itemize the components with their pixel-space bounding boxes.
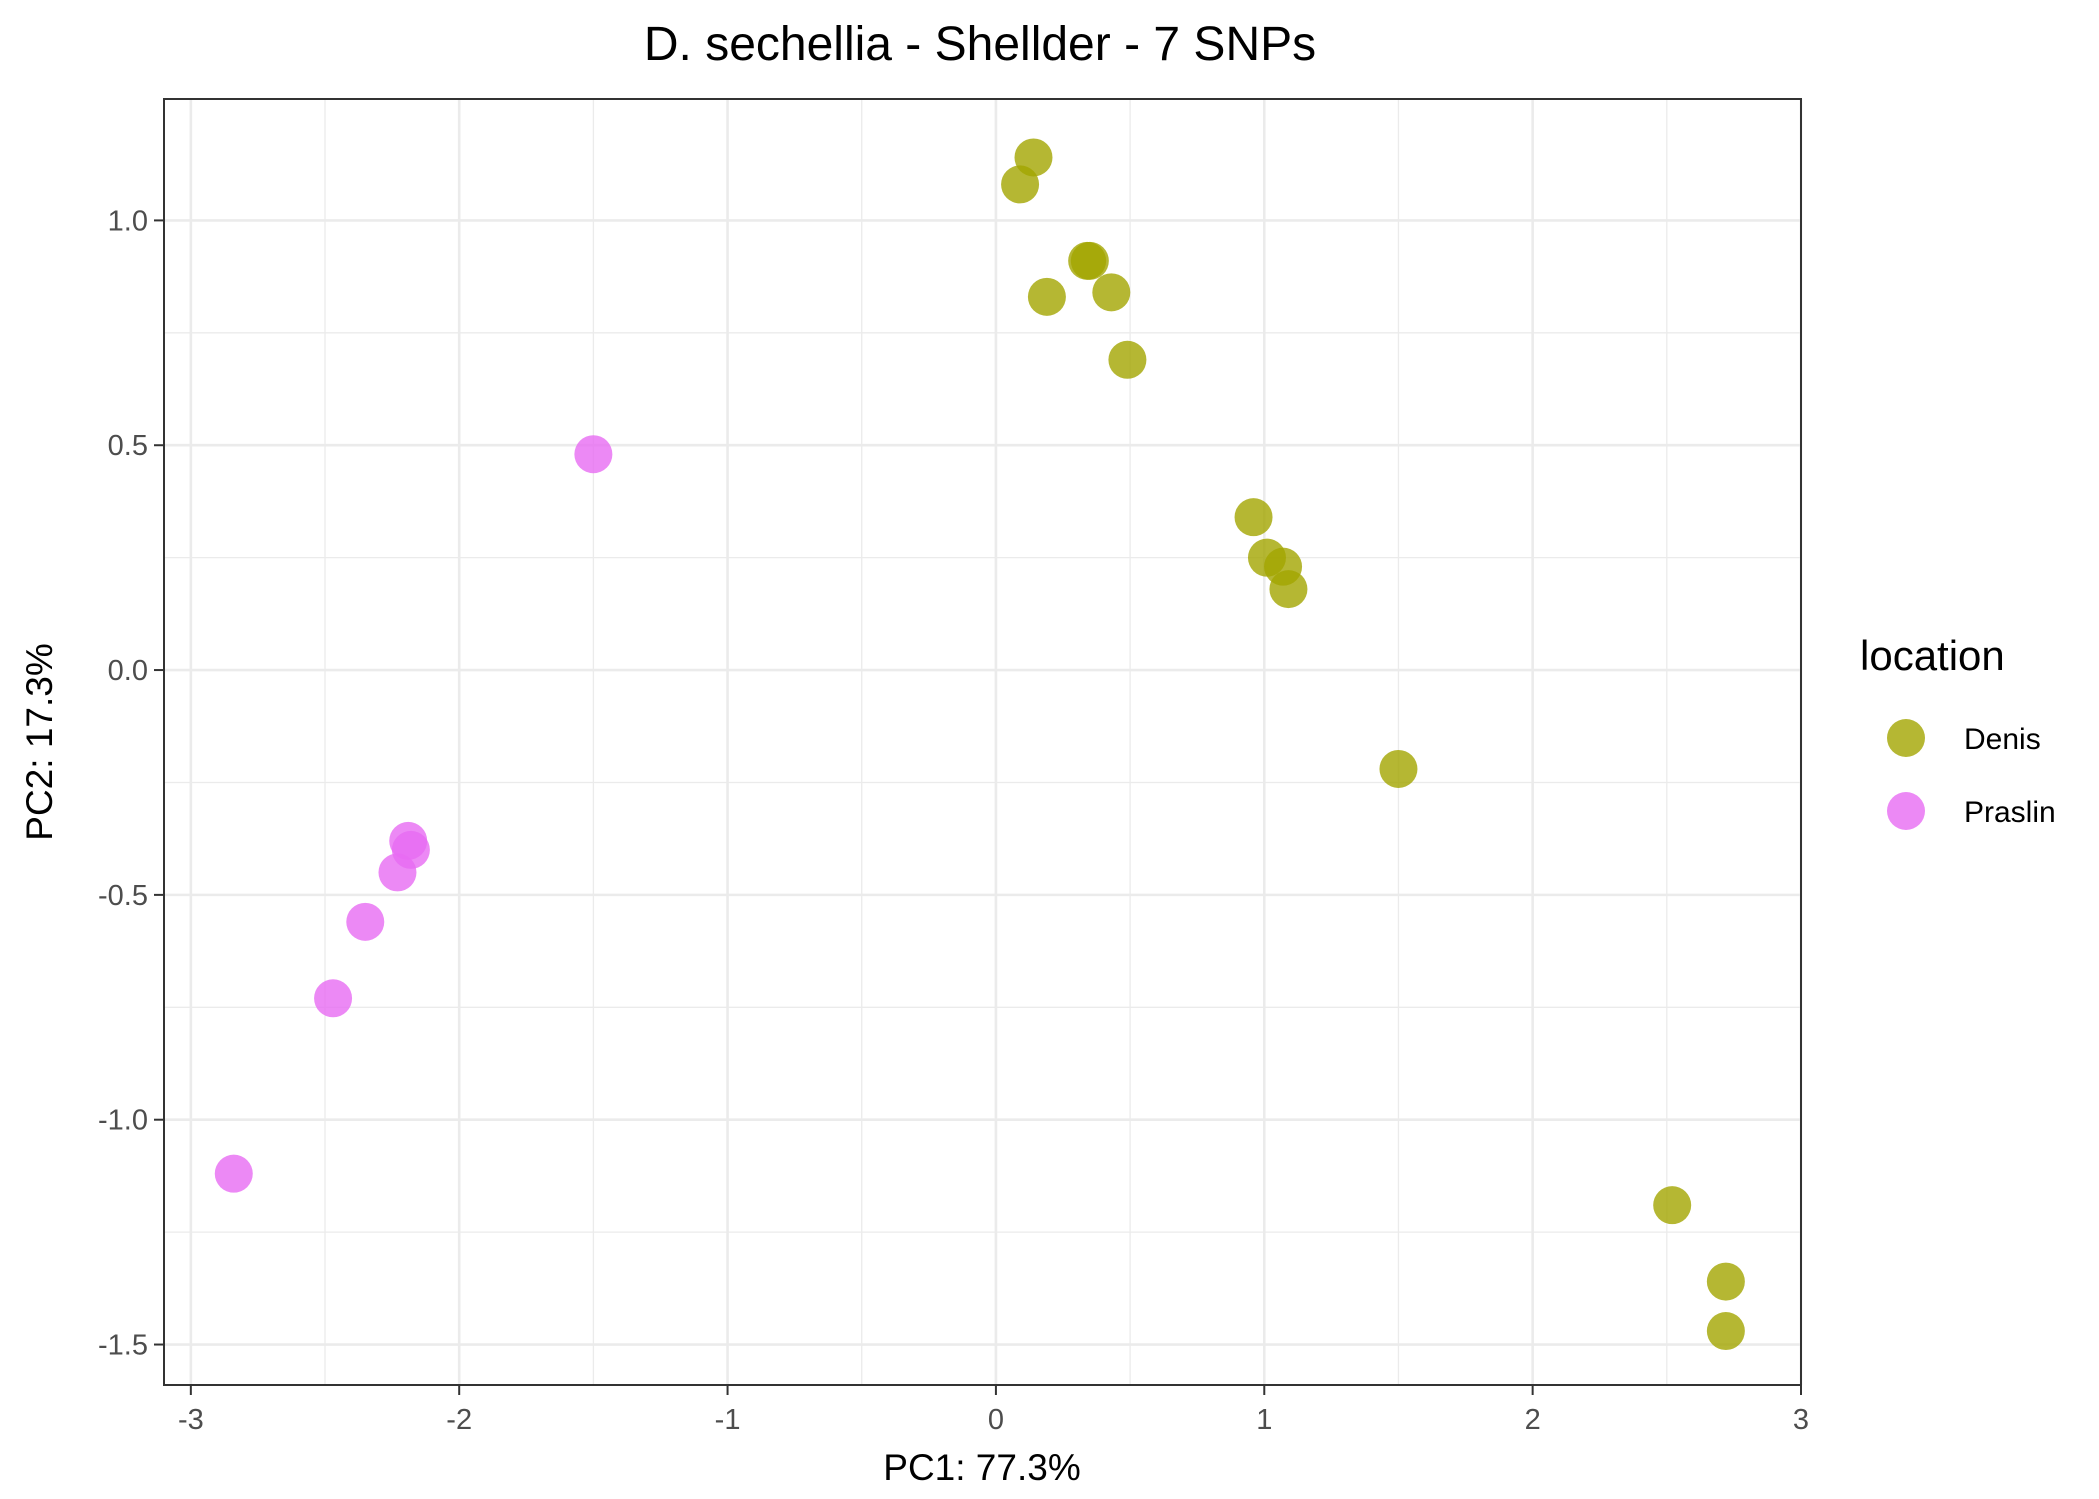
legend: location Denis Praslin	[1860, 632, 2056, 830]
x-tick-label: -2	[446, 1404, 472, 1436]
y-tick-label: -1.5	[98, 1330, 148, 1362]
x-axis: -3 -2 -1 0 1 2 3	[178, 1385, 1809, 1436]
legend-key-praslin	[1887, 792, 1925, 830]
x-tick-label: 0	[988, 1404, 1004, 1436]
point-denis	[1706, 1262, 1745, 1301]
x-tick-label: 3	[1793, 1404, 1809, 1436]
y-tick-label: 0.0	[108, 655, 148, 687]
x-axis-title: PC1: 77.3%	[883, 1447, 1080, 1488]
data-points	[214, 138, 1745, 1351]
x-tick-label: 1	[1256, 1404, 1272, 1436]
legend-key-denis	[1887, 719, 1925, 757]
panel-background	[164, 99, 1801, 1385]
point-praslin	[346, 902, 385, 941]
y-tick-label: -0.5	[98, 880, 148, 912]
point-denis	[1706, 1312, 1745, 1351]
y-axis: 1.0 0.5 0.0 -0.5 -1.0 -1.5	[98, 205, 164, 1362]
x-tick-label: -1	[715, 1404, 741, 1436]
panel-border	[163, 98, 1802, 1386]
y-axis-title: PC2: 17.3%	[19, 643, 60, 840]
point-denis	[1092, 273, 1131, 312]
point-denis	[1379, 749, 1418, 788]
x-tick-label: 2	[1525, 1404, 1541, 1436]
chart-title: D. sechellia - Shellder - 7 SNPs	[644, 18, 1316, 71]
point-denis	[1653, 1186, 1692, 1225]
point-praslin	[574, 435, 613, 474]
point-denis	[1234, 498, 1273, 537]
minor-gridlines	[164, 99, 1801, 1385]
x-tick-label: -3	[178, 1404, 204, 1436]
y-tick-label: -1.0	[98, 1105, 148, 1137]
y-tick-label: 0.5	[108, 430, 148, 462]
point-denis	[1269, 570, 1308, 609]
legend-title: location	[1860, 632, 2005, 679]
point-praslin	[378, 853, 417, 892]
point-denis	[1108, 340, 1147, 379]
legend-label-denis: Denis	[1964, 723, 2041, 756]
point-denis	[1014, 138, 1053, 177]
point-denis	[1027, 277, 1066, 316]
legend-label-praslin: Praslin	[1964, 796, 2056, 829]
point-praslin	[314, 979, 353, 1018]
point-denis	[1070, 241, 1109, 280]
point-praslin	[214, 1154, 253, 1193]
y-tick-label: 1.0	[108, 205, 148, 237]
